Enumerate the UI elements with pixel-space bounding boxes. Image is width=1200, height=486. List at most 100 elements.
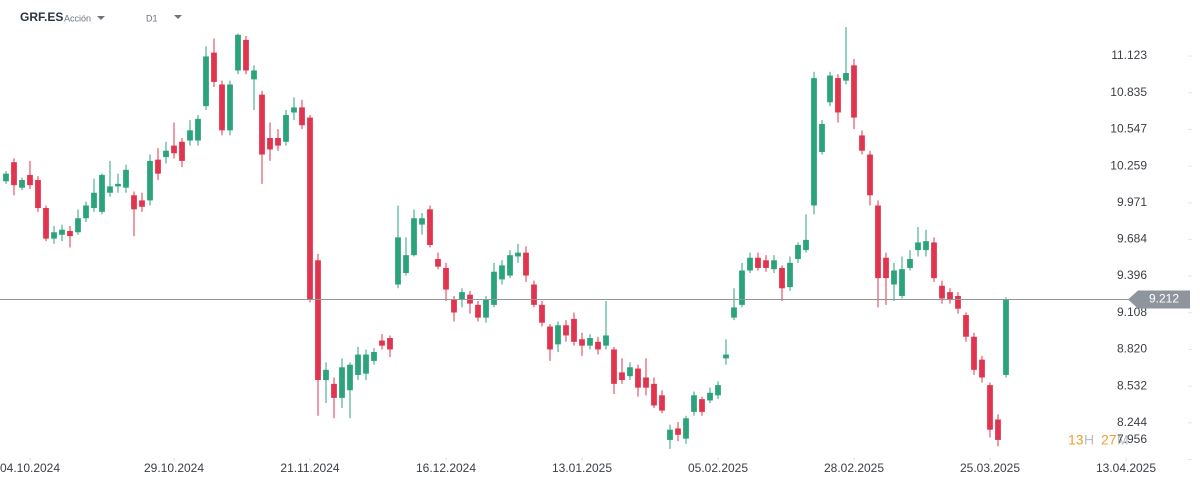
instrument-type[interactable]: Acción xyxy=(64,13,91,23)
candle-body xyxy=(723,354,729,359)
candle-body xyxy=(763,260,769,268)
candle-body xyxy=(755,257,761,268)
candle-body xyxy=(515,252,521,257)
candle-body xyxy=(347,364,353,391)
y-tick-label: 8.244 xyxy=(1117,415,1147,429)
candle-body xyxy=(643,377,649,388)
candle-body xyxy=(211,52,217,82)
candle-body xyxy=(747,257,753,271)
candle-body xyxy=(603,335,609,346)
current-price-box xyxy=(1128,290,1190,309)
candle-body xyxy=(363,354,369,374)
candles xyxy=(3,27,1009,449)
candle-body xyxy=(411,218,417,256)
current-price-label: 9.212 xyxy=(1149,292,1179,306)
x-tick-label: 28.02.2025 xyxy=(824,461,884,475)
candle-body xyxy=(739,270,745,305)
candle-body xyxy=(891,270,897,285)
candle-body xyxy=(195,118,201,141)
candle-body xyxy=(675,428,681,435)
dropdown-arrow[interactable] xyxy=(97,16,105,20)
candle-body xyxy=(963,315,969,337)
candle-body xyxy=(179,141,185,161)
candle-body xyxy=(611,349,617,384)
candle-body xyxy=(451,299,457,313)
candle-body xyxy=(35,180,41,209)
candle-body xyxy=(251,70,257,80)
candle-body xyxy=(635,368,641,388)
candle-body xyxy=(683,418,689,439)
candle-body xyxy=(11,162,17,186)
candle-body xyxy=(275,137,281,146)
candle-body xyxy=(707,392,713,401)
candle-body xyxy=(491,271,497,305)
y-tick-label: 7.956 xyxy=(1117,432,1147,446)
candle-body xyxy=(43,208,49,239)
x-tick-label: 25.03.2025 xyxy=(960,461,1020,475)
candle-body xyxy=(979,359,985,378)
candle-body xyxy=(691,395,697,412)
x-tick-label: 04.10.2024 xyxy=(0,461,60,475)
candle-body xyxy=(51,232,57,239)
candle-body xyxy=(435,259,441,267)
candle-body xyxy=(387,337,393,350)
x-tick-label: 29.10.2024 xyxy=(144,461,204,475)
candle-body xyxy=(115,183,121,187)
y-tick-label: 9.971 xyxy=(1117,195,1147,209)
x-tick-label: 13.04.2025 xyxy=(1096,461,1156,475)
candle-body xyxy=(971,336,977,370)
y-tick-label: 8.532 xyxy=(1117,378,1147,392)
candle-body xyxy=(219,84,225,131)
candle-body xyxy=(99,174,105,212)
candle-body xyxy=(139,200,145,207)
y-tick-label: 11.123 xyxy=(1111,48,1147,62)
candle-body xyxy=(803,239,809,251)
candle-body xyxy=(563,325,569,336)
candle-body xyxy=(523,252,529,276)
candle-body xyxy=(995,419,1001,440)
candle-body xyxy=(299,107,305,126)
timeframe[interactable]: D1 xyxy=(146,13,158,23)
candle-body xyxy=(547,326,553,350)
y-tick-label: 10.547 xyxy=(1110,122,1147,136)
candle-body xyxy=(59,229,65,235)
candle-body xyxy=(555,325,561,345)
symbol[interactable]: GRF.ES xyxy=(20,10,63,24)
candle-body xyxy=(907,259,913,268)
x-tick-label: 05.02.2025 xyxy=(688,461,748,475)
candle-body xyxy=(243,39,249,71)
candle-body xyxy=(459,292,465,300)
candle-body xyxy=(307,117,313,300)
candle-body xyxy=(915,242,921,251)
candle-body xyxy=(579,339,585,346)
x-tick-label: 16.12.2024 xyxy=(416,461,476,475)
candle-body xyxy=(419,218,425,225)
y-tick-label: 10.259 xyxy=(1110,158,1147,172)
candle-body xyxy=(19,180,25,188)
countdown: 13 H 27 M xyxy=(1068,432,1129,448)
candle-body xyxy=(163,150,169,158)
candle-body xyxy=(843,72,849,81)
candle-body xyxy=(787,262,793,288)
candle-body xyxy=(379,340,385,346)
candle-body xyxy=(483,299,489,318)
candle-body xyxy=(595,341,601,350)
candle-body xyxy=(875,205,881,279)
candle-body xyxy=(443,267,449,290)
candle-body xyxy=(3,173,9,182)
candle-body xyxy=(899,269,905,296)
candle-body xyxy=(187,130,193,141)
dropdown-arrow[interactable] xyxy=(174,15,182,19)
candle-body xyxy=(331,383,337,398)
candle-body xyxy=(779,267,785,289)
candle-body xyxy=(811,78,817,206)
candle-body xyxy=(259,94,265,155)
candle-body xyxy=(235,34,241,71)
candle-body xyxy=(947,292,953,300)
candle-body xyxy=(571,318,577,342)
countdown-minutes: 27 xyxy=(1101,432,1117,448)
candle-body xyxy=(227,84,233,131)
candle-body xyxy=(131,195,137,210)
candle-body xyxy=(859,135,865,151)
